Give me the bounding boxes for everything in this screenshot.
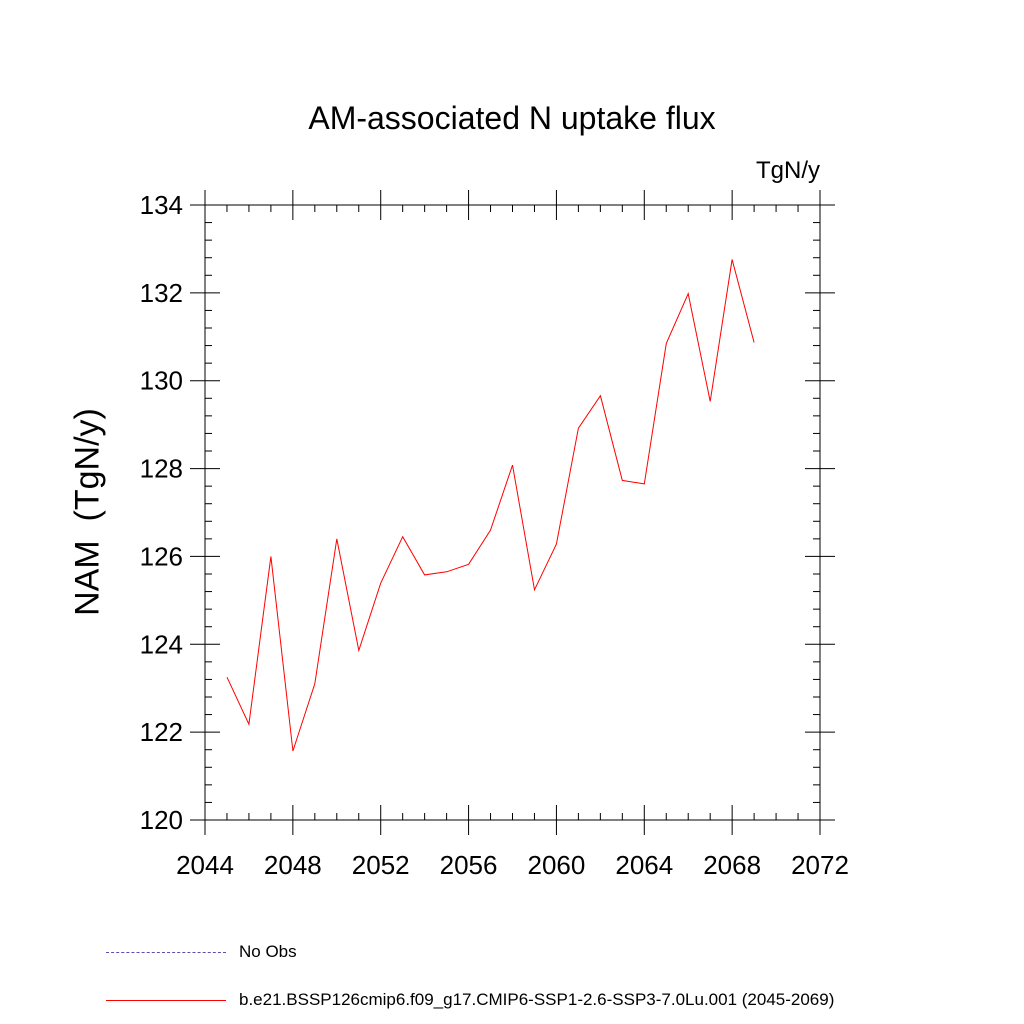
y-tick-label: 126 [140, 541, 183, 571]
axes: 2044 2048 2052 2056 2060 2064 2068 2072 120 122 12… [140, 190, 849, 880]
legend-label-model: b.e21.BSSP126cmip6.f09_g17.CMIP6-SSP1-2.… [239, 990, 835, 1009]
series-line [226, 259, 755, 752]
legend-swatch-no-obs [106, 952, 226, 953]
y-tick-label: 124 [140, 629, 183, 659]
units-label: TgN/y [755, 157, 820, 184]
y-tick-label: 122 [140, 717, 183, 747]
x-tick-label: 2072 [791, 850, 849, 880]
y-tick-label: 134 [140, 190, 183, 220]
x-tick-label: 2044 [176, 850, 234, 880]
x-tick-label: 2052 [352, 850, 410, 880]
x-tick-label: 2056 [440, 850, 498, 880]
x-tick-label: 2064 [615, 850, 673, 880]
y-tick-label: 132 [140, 278, 183, 308]
legend-swatch-model [106, 1000, 226, 1001]
x-tick-label: 2068 [703, 850, 761, 880]
chart-title: AM-associated N uptake flux [308, 100, 716, 136]
x-tick-label: 2060 [528, 850, 586, 880]
y-tick-label: 128 [140, 454, 183, 484]
y-tick-label: 120 [140, 805, 183, 835]
legend-item-model: b.e21.BSSP126cmip6.f09_g17.CMIP6-SSP1-2.… [106, 990, 1006, 1014]
x-tick-label: 2048 [264, 850, 322, 880]
legend-item-no-obs: No Obs [106, 942, 1006, 966]
plot-frame [204, 204, 821, 821]
y-tick-label: 130 [140, 366, 183, 396]
legend-label-no-obs: No Obs [239, 942, 297, 961]
